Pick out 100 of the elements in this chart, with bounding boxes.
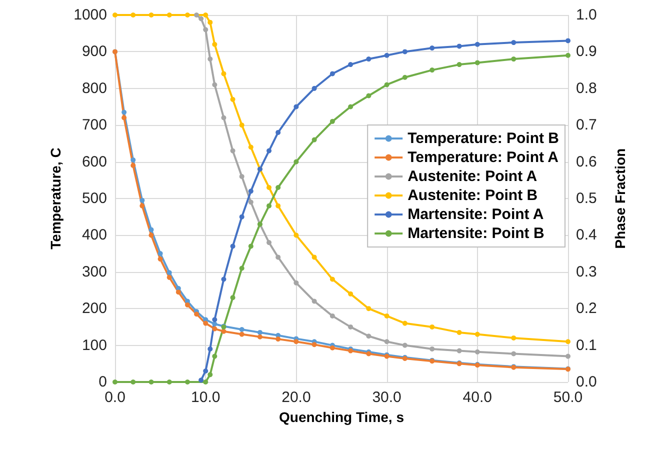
point	[402, 49, 408, 54]
point	[221, 115, 226, 120]
x-tick-label: 40.0	[462, 389, 492, 406]
y-tick-label: 700	[82, 116, 107, 134]
point	[248, 244, 254, 249]
point	[366, 56, 372, 62]
point	[511, 40, 516, 46]
point	[366, 306, 372, 312]
point	[456, 44, 462, 49]
point	[140, 198, 145, 203]
point	[184, 380, 190, 384]
point	[130, 162, 136, 168]
y-tick-label: 1000	[74, 6, 107, 24]
point	[566, 354, 570, 359]
point	[239, 266, 244, 271]
y2-tick-label: 0.9	[576, 43, 597, 60]
x-tick-label: 30.0	[372, 389, 402, 406]
point	[384, 313, 390, 318]
point	[239, 214, 244, 220]
point	[266, 203, 272, 208]
point	[112, 380, 118, 384]
point	[112, 12, 118, 18]
point	[148, 380, 154, 384]
point	[130, 157, 136, 162]
point	[230, 295, 236, 300]
point	[248, 144, 254, 150]
x-tick-label: 0.0	[104, 389, 126, 406]
point	[230, 96, 236, 102]
point	[248, 188, 254, 194]
y-axis-title: Temperature, C	[48, 148, 64, 250]
point	[402, 320, 408, 326]
point	[266, 240, 272, 246]
point	[158, 256, 163, 262]
point	[230, 244, 236, 249]
y-tick-label: 500	[82, 190, 107, 207]
legend-label: Martensite: Point A	[408, 206, 544, 223]
point	[148, 12, 154, 18]
legend-label: Temperature: Point A	[408, 149, 559, 166]
point	[140, 203, 145, 208]
point	[384, 52, 390, 58]
point	[130, 12, 136, 18]
point	[122, 115, 127, 120]
point	[566, 38, 570, 44]
y2-tick-label: 0.8	[576, 80, 597, 97]
point	[266, 184, 272, 190]
point	[239, 174, 244, 179]
point	[348, 291, 354, 296]
point	[312, 86, 317, 91]
point	[430, 324, 435, 330]
y2-axis-title: Phase Fraction	[612, 148, 628, 249]
point	[330, 71, 335, 76]
point	[312, 254, 317, 260]
point	[474, 60, 480, 66]
y2-tick-label: 0.3	[576, 263, 597, 280]
point	[456, 330, 462, 335]
point	[212, 326, 218, 332]
point	[430, 46, 435, 51]
point	[184, 12, 190, 18]
point	[257, 334, 262, 340]
y-tick-label: 400	[82, 226, 107, 244]
legend-label: Martensite: Point B	[408, 225, 544, 242]
legend-label: Temperature: Point B	[408, 130, 560, 147]
point	[330, 118, 335, 124]
point	[208, 20, 213, 25]
point	[212, 322, 218, 327]
point	[130, 380, 136, 384]
point	[430, 68, 435, 73]
point	[198, 16, 204, 22]
y-tick-label: 0	[98, 374, 107, 390]
y2-tick-label: 0.6	[576, 153, 597, 170]
point	[348, 324, 354, 330]
point	[366, 334, 372, 339]
point	[166, 274, 172, 280]
point	[203, 380, 208, 384]
point	[566, 52, 570, 58]
point	[166, 270, 172, 276]
y2-tick-label: 0.2	[576, 300, 597, 318]
point	[312, 342, 317, 348]
point	[294, 280, 299, 286]
point	[248, 200, 254, 205]
point	[198, 378, 204, 383]
point	[239, 327, 244, 332]
y2-tick-label: 1.0	[576, 6, 597, 24]
point	[208, 56, 213, 62]
point	[474, 349, 480, 354]
point	[266, 148, 272, 154]
point	[184, 302, 190, 308]
point	[166, 12, 172, 18]
y-tick-label: 200	[82, 300, 107, 318]
point	[276, 254, 281, 260]
y-tick-label: 600	[82, 153, 107, 170]
point	[474, 332, 480, 337]
point	[312, 298, 317, 304]
point	[294, 232, 299, 238]
point	[122, 110, 127, 115]
x-tick-label: 20.0	[282, 389, 311, 406]
point	[294, 104, 299, 110]
y2-tick-label: 0.4	[576, 226, 597, 244]
y-tick-label: 900	[82, 43, 107, 60]
point	[203, 320, 208, 326]
